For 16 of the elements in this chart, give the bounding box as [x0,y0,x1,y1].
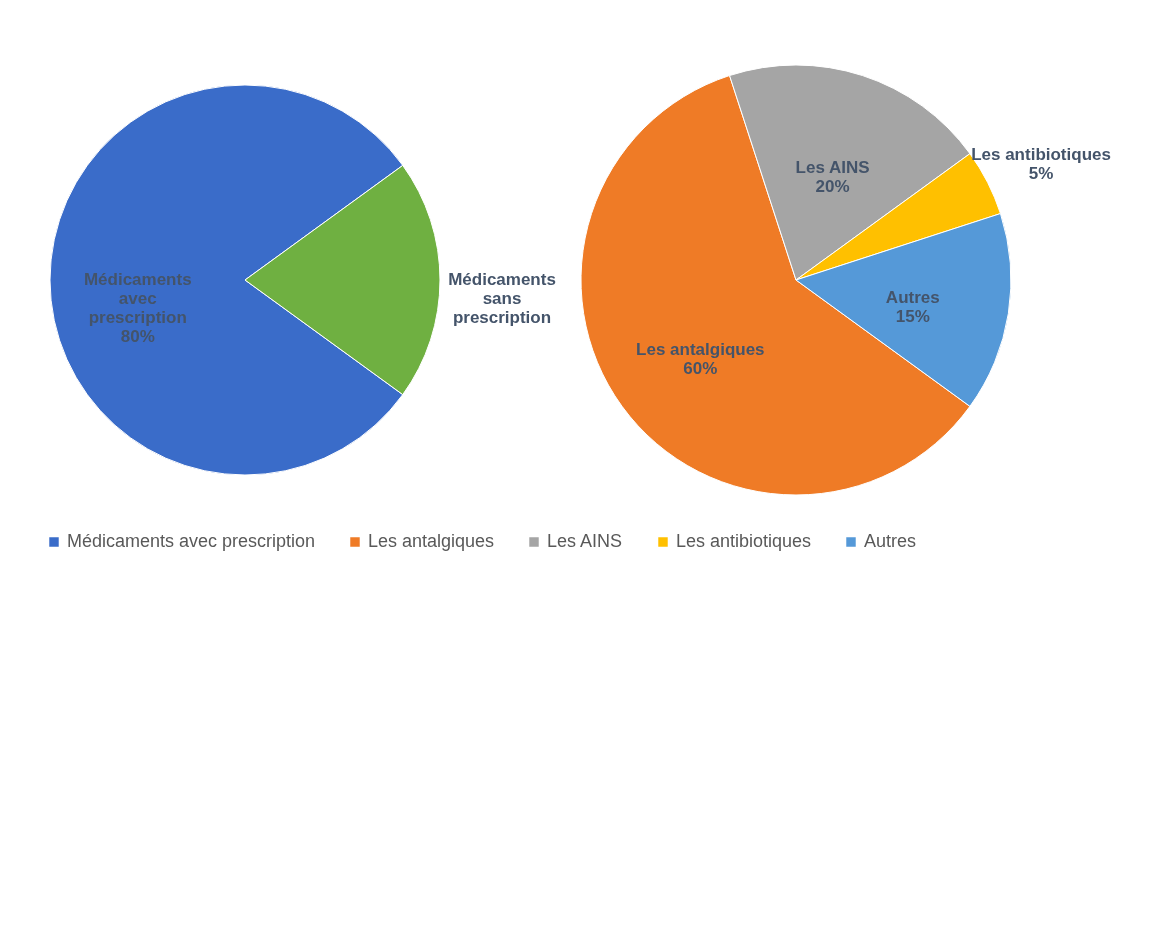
slice-label: Médicaments avec prescription [83,270,192,327]
legend-label: Les antibiotiques [676,531,812,551]
data-label: 15% [895,307,930,327]
legend-label: Les antalgiques [368,531,495,551]
slice-label: Les AINS [795,157,870,177]
legend-label: Les AINS [547,531,623,551]
slice-label: Médicaments sans prescription [448,270,556,327]
data-label: 80% [120,327,155,346]
slice-label: Autres [885,288,940,308]
data-label: 60% [683,358,718,378]
data-label: 20% [815,176,850,196]
legend-label: Autres [864,531,917,551]
data-label: 5% [1028,164,1054,184]
slice-label: Les antibiotiques [971,145,1111,165]
slice-label: Les antalgiques [636,339,765,359]
legend-label: Médicaments avec prescription [67,531,316,551]
